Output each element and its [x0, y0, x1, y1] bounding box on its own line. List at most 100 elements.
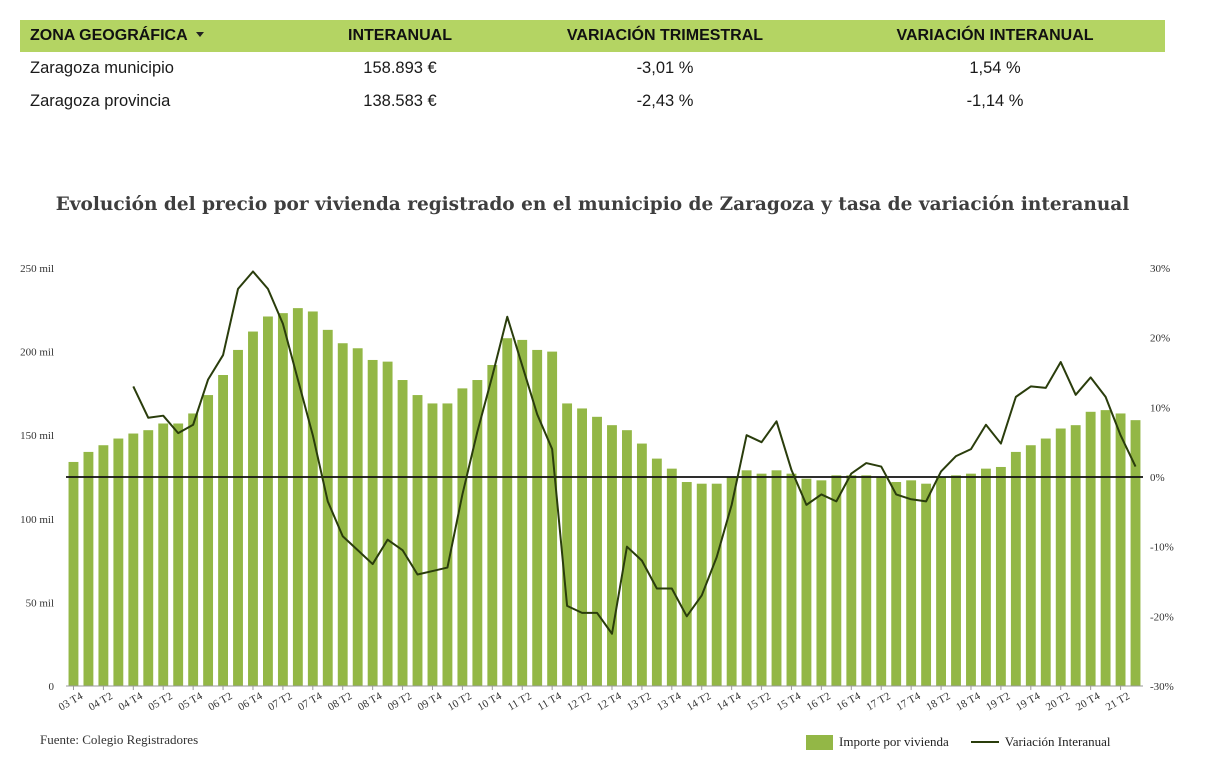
var-trimestral-cell: -2,43 % — [636, 92, 694, 110]
chart-bar — [696, 483, 707, 686]
y2-tick-label: -10% — [1150, 542, 1174, 554]
y-tick-label: 200 mil — [20, 347, 54, 359]
x-tick-label: 19 T4 — [1014, 690, 1043, 714]
chart-bar — [412, 395, 423, 686]
x-tick-label: 11 T2 — [506, 690, 534, 713]
x-tick-label: 03 T4 — [57, 690, 86, 714]
chart-bar — [1100, 410, 1111, 686]
chart-bar — [726, 477, 737, 686]
chart-bar — [1040, 438, 1051, 686]
x-tick-label: 14 T4 — [715, 690, 744, 714]
chart-bar — [936, 477, 946, 686]
x-tick-label: 20 T2 — [1044, 690, 1072, 713]
header-zona-label: ZONA GEOGRÁFICA — [30, 27, 188, 44]
chart-bar — [173, 423, 184, 686]
dropdown-caret-icon[interactable] — [195, 32, 204, 38]
x-tick-label: 15 T2 — [745, 690, 773, 713]
var-interanual-cell: 1,54 % — [969, 59, 1021, 77]
chart-bar — [367, 359, 378, 686]
y-tick-label: 250 mil — [20, 263, 54, 275]
chart-bar — [741, 470, 752, 686]
header-zona-geografica[interactable]: ZONA GEOGRÁFICA — [20, 20, 295, 52]
x-tick-label: 10 T2 — [446, 690, 474, 713]
x-tick-label: 11 T4 — [536, 690, 564, 713]
x-tick-label: 17 T2 — [864, 690, 892, 713]
chart-bar — [233, 349, 243, 686]
chart-bar — [487, 364, 498, 686]
chart-bar — [622, 430, 632, 686]
chart-bar — [83, 451, 94, 686]
chart-title: Evolución del precio por vivienda regist… — [55, 194, 1130, 215]
chart-bar — [128, 433, 139, 686]
chart-bar — [1070, 425, 1081, 686]
y2-tick-label: -20% — [1150, 611, 1174, 623]
table-row: Zaragoza provincia 138.583 € -2,43 % -1,… — [20, 85, 1165, 118]
chart-bar — [203, 395, 214, 686]
header-variacion-interanual: VARIACIÓN INTERANUAL — [825, 20, 1165, 52]
chart-bar — [666, 468, 677, 686]
chart-bar — [577, 408, 587, 686]
chart-bar — [337, 343, 348, 686]
x-axis: 03 T4 04 T2 04 T4 05 T2 05 T4 06 T2 06 T4 07 T2… — [57, 685, 1143, 714]
chart-bar — [277, 313, 288, 686]
x-tick-label: 15 T4 — [775, 690, 804, 714]
chart-bar — [143, 430, 154, 686]
y2-tick-label: -30% — [1150, 681, 1174, 693]
header-interanual: INTERANUAL — [295, 20, 505, 52]
chart-bar — [292, 308, 303, 686]
chart-bar — [442, 403, 453, 686]
chart-bar — [113, 438, 124, 686]
y2-tick-label: 10% — [1150, 402, 1170, 414]
x-tick-label: 05 T4 — [176, 690, 205, 714]
y-tick-label: 150 mil — [20, 430, 54, 442]
x-tick-label: 09 T2 — [386, 690, 414, 713]
x-tick-label: 05 T2 — [146, 690, 174, 713]
chart-bar — [831, 475, 842, 686]
x-tick-label: 06 T2 — [206, 690, 234, 713]
chart-bar — [951, 475, 961, 686]
y2-tick-label: 0% — [1150, 472, 1165, 484]
x-tick-label: 13 T4 — [655, 690, 684, 714]
chart-bar — [981, 468, 991, 686]
x-tick-label: 12 T4 — [595, 690, 624, 714]
chart-bar — [995, 466, 1006, 686]
x-tick-label: 18 T2 — [924, 690, 952, 713]
x-tick-label: 06 T4 — [236, 690, 265, 714]
chart-bar — [786, 473, 797, 686]
left-axis: 0 50 mil 100 mil 150 mil 200 mil 250 mil — [20, 263, 54, 693]
chart-bar — [846, 475, 857, 686]
chart-bar — [68, 461, 79, 686]
x-tick-label: 14 T2 — [685, 690, 713, 713]
y2-tick-label: 20% — [1150, 333, 1170, 345]
x-tick-label: 04 T4 — [116, 690, 145, 714]
chart-bar — [861, 475, 872, 686]
chart-bar — [681, 482, 692, 686]
legend-item-variacion: Variación Interanual — [1004, 734, 1111, 749]
chart-bar — [906, 480, 917, 686]
interanual-cell: 138.583 € — [363, 92, 437, 110]
chart-bar — [218, 375, 228, 686]
chart-bar — [1025, 445, 1036, 686]
chart-bar — [307, 311, 318, 686]
x-tick-label: 17 T4 — [894, 690, 923, 714]
chart-bar — [322, 329, 333, 686]
x-tick-label: 19 T2 — [984, 690, 1012, 713]
x-tick-label: 16 T4 — [834, 690, 863, 714]
chart-bar — [771, 470, 782, 686]
y-tick-label: 100 mil — [20, 514, 54, 526]
chart-bar — [382, 361, 393, 686]
chart-bar — [876, 477, 887, 686]
interanual-cell: 158.893 € — [363, 59, 437, 77]
table-row: Zaragoza municipio 158.893 € -3,01 % 1,5… — [20, 52, 1165, 85]
legend-bar-swatch — [806, 734, 833, 750]
right-axis: -30% -20% -10% 0% 10% 20% 30% — [1150, 263, 1174, 693]
zone-cell: Zaragoza provincia — [30, 92, 171, 110]
chart-bar — [158, 423, 169, 686]
chart-legend: Importe por vivienda Variación Interanua… — [806, 734, 1111, 750]
chart-bar — [711, 483, 722, 686]
chart-bar — [562, 403, 573, 686]
x-tick-label: 16 T2 — [805, 690, 833, 713]
chart-bar — [1010, 451, 1021, 686]
y-tick-label: 0 — [49, 681, 55, 693]
chart-bar — [1130, 420, 1141, 686]
